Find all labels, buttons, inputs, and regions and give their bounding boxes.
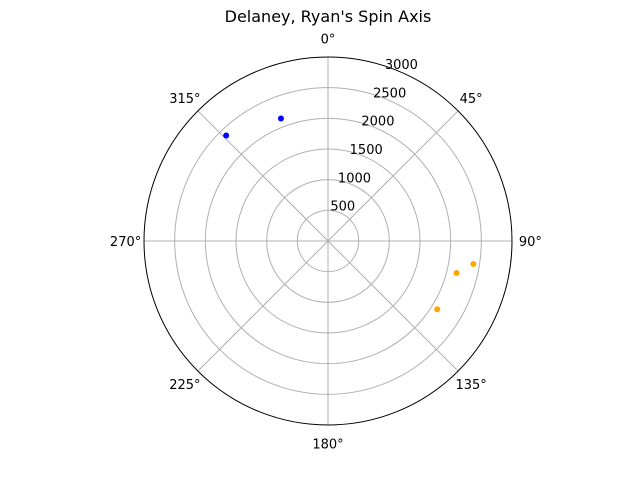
data-point <box>453 270 460 277</box>
r-tick-label: 2500 <box>373 86 406 101</box>
r-tick-label: 1500 <box>350 143 383 158</box>
r-tick-label: 1000 <box>338 171 371 186</box>
theta-tick-label: 45° <box>460 92 483 107</box>
angular-gridline <box>197 110 329 242</box>
data-point <box>434 306 441 313</box>
theta-tick-label: 180° <box>312 437 343 452</box>
chart-title: Delaney, Ryan's Spin Axis <box>225 7 432 26</box>
r-tick-label: 2000 <box>361 115 394 130</box>
theta-tick-label: 270° <box>110 235 141 250</box>
r-tick-label: 3000 <box>385 58 418 73</box>
grid <box>144 57 512 425</box>
theta-tick-label: 0° <box>321 33 336 48</box>
data-points <box>223 115 477 313</box>
angular-gridline <box>327 240 459 372</box>
theta-tick-label: 135° <box>455 378 486 393</box>
r-tick-label: 500 <box>330 200 355 215</box>
polar-frame <box>143 56 513 426</box>
radial-tick-labels: 500 1000 1500 2000 2500 3000 <box>330 58 418 215</box>
data-point <box>277 115 284 122</box>
data-point <box>470 261 477 268</box>
theta-tick-label: 315° <box>169 92 200 107</box>
theta-tick-label: 225° <box>169 378 200 393</box>
frame <box>143 56 513 426</box>
data-point <box>223 132 230 139</box>
angular-gridline <box>327 110 459 242</box>
angular-gridline <box>197 240 329 372</box>
theta-tick-label: 90° <box>519 235 542 250</box>
angular-tick-labels: 0° 45° 90° 135° 180° 225° 270° 315° <box>110 33 542 453</box>
